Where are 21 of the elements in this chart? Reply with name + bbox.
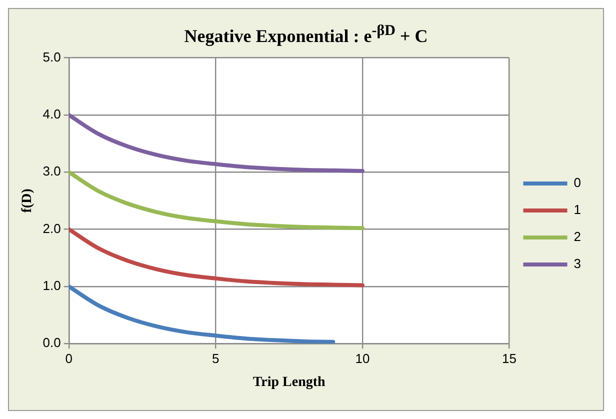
- line-series: [68, 227, 364, 288]
- y-axis-title: f(D): [20, 188, 36, 213]
- line-series: [68, 112, 364, 173]
- chart-title: Negative Exponential : e$^{-βD}$ + C: [183, 22, 429, 47]
- line-series: [68, 284, 336, 344]
- y-tick-label: 3.0: [42, 164, 61, 179]
- x-tick-label: 5: [212, 350, 220, 366]
- legend-label: 0: [574, 175, 582, 190]
- y-tick-label: 0.0: [42, 335, 61, 350]
- x-tick-label: 15: [502, 350, 517, 366]
- y-tick-label: 2.0: [42, 220, 61, 236]
- x-tick-label: 0: [65, 350, 72, 366]
- legend-label: 1: [574, 202, 582, 218]
- x-axis-title: Trip Length: [252, 375, 326, 390]
- y-tick-label: 4.0: [42, 106, 61, 122]
- line-series: [68, 170, 364, 230]
- y-tick-label: 5.0: [42, 49, 61, 64]
- x-tick-label: 10: [355, 350, 370, 366]
- legend-label: 2: [574, 229, 582, 244]
- y-tick-label: 1.0: [42, 278, 61, 294]
- legend-label: 3: [574, 256, 582, 272]
